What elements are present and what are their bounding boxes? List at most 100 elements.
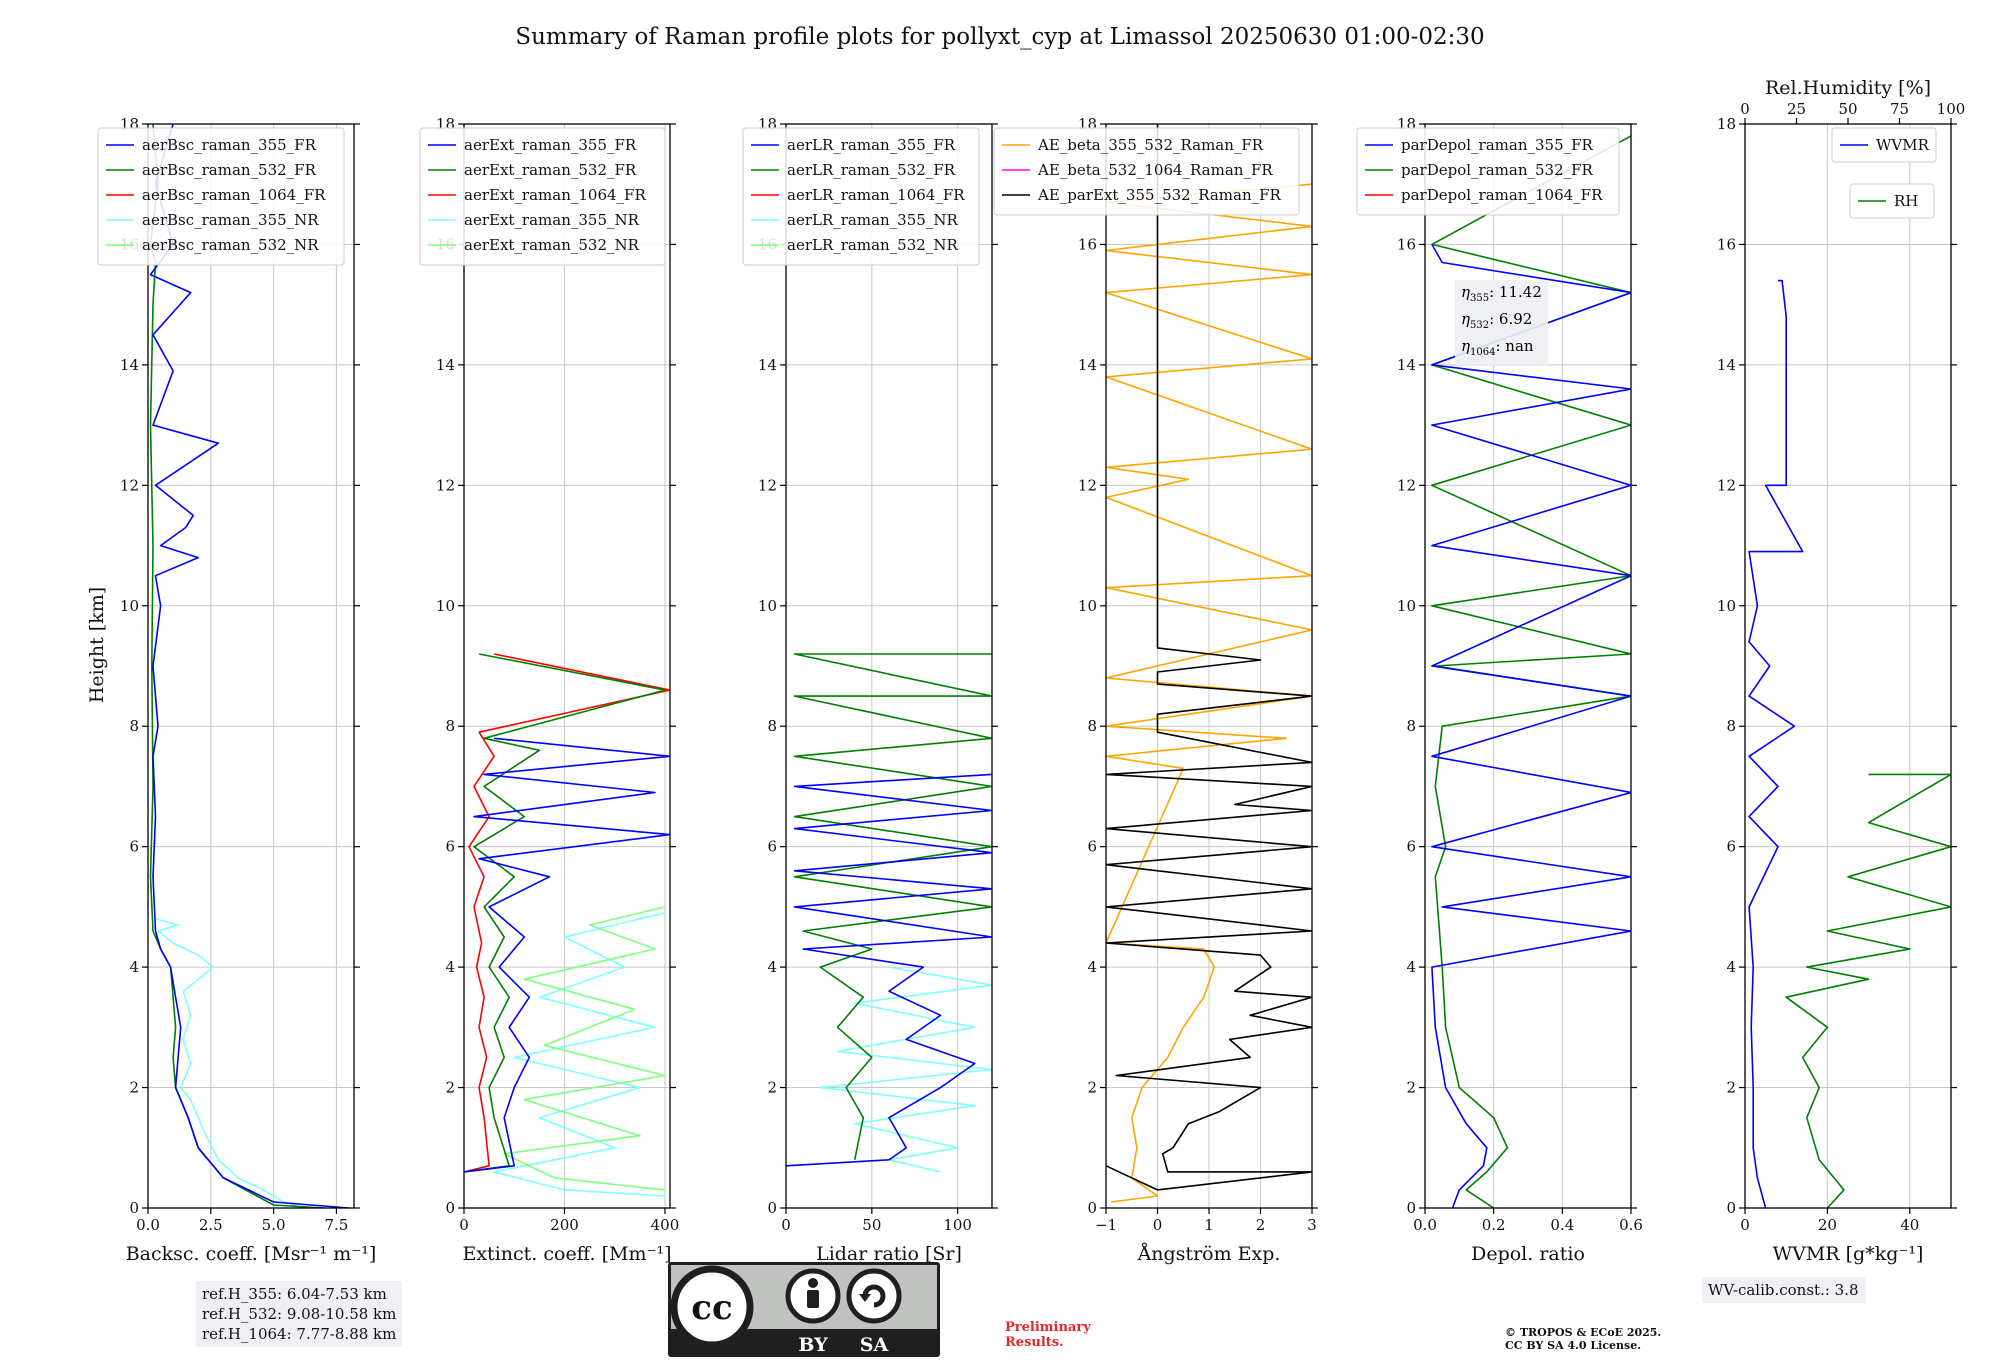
series-aerLR_raman_355_FR [786, 773, 992, 1167]
x-axis-label: Ångström Exp. [1137, 1243, 1281, 1265]
y-tick-label: 2 [767, 1079, 777, 1097]
y-tick-label: 4 [1087, 958, 1097, 976]
top-tick-label: 50 [1838, 100, 1857, 118]
x-tick-label: 200 [550, 1216, 579, 1234]
copyright-note: © TROPOS & ECoE 2025. CC BY SA 4.0 Licen… [1505, 1326, 1662, 1352]
cc-by-sa-badge[interactable]: cc BY SA [668, 1262, 940, 1357]
series-aerExt_raman_532_NR [503, 906, 666, 1191]
legend-label: aerExt_raman_532_FR [464, 161, 637, 179]
x-tick-label: 7.5 [324, 1216, 348, 1234]
top-tick-label: 75 [1890, 100, 1909, 118]
legend-label: aerExt_raman_532_NR [464, 236, 640, 254]
sa-label: SA [860, 1334, 889, 1356]
legend-label: aerExt_raman_355_FR [464, 136, 637, 154]
legend-label: AE_parExt_355_532_Raman_FR [1037, 186, 1282, 204]
x-tick-label: 20 [1818, 1216, 1837, 1234]
y-tick-label: 4 [767, 958, 777, 976]
top-axis-label: Rel.Humidity [%] [1765, 77, 1931, 99]
legend-label: AE_beta_355_532_Raman_FR [1037, 136, 1264, 154]
y-tick-label: 6 [1406, 838, 1416, 856]
series-parDepol_raman_532_FR [1431, 135, 1631, 1208]
y-tick-label: 14 [1078, 356, 1097, 374]
y-tick-label: 8 [1087, 717, 1097, 735]
ref-h-1064: ref.H_1064: 7.77-8.88 km [202, 1325, 397, 1343]
y-tick-label: 10 [1717, 597, 1736, 615]
x-axis-label: Extinct. coeff. [Mm⁻¹] [462, 1243, 671, 1265]
series-aerExt_raman_355_FR [464, 737, 670, 1173]
series-aerExt_raman_355_NR [493, 912, 666, 1197]
y-tick-label: 10 [1397, 597, 1416, 615]
reference-height-box: ref.H_355: 6.04-7.53 km ref.H_532: 9.08-… [196, 1281, 403, 1347]
legend-label: aerBsc_raman_355_FR [142, 136, 317, 154]
by-label: BY [798, 1334, 828, 1356]
y-tick-label: 14 [758, 356, 777, 374]
x-tick-label: 2.5 [199, 1216, 223, 1234]
series-aerBsc_raman_355_NR [155, 918, 305, 1208]
axes-frame [147, 123, 355, 1209]
y-tick-label: 10 [436, 597, 455, 615]
y-tick-label: 12 [1397, 476, 1416, 494]
x-tick-label: 40 [1900, 1216, 1919, 1234]
y-tick-label: 12 [436, 476, 455, 494]
y-tick-label: 8 [1406, 717, 1416, 735]
legend-label: aerExt_raman_1064_FR [464, 186, 646, 204]
legend: WVMR RH [1831, 127, 1937, 219]
x-axis-label: Depol. ratio [1471, 1243, 1585, 1265]
y-tick-label: 6 [1087, 838, 1097, 856]
series-AE_beta_355_532_Raman_FR [1106, 183, 1312, 1203]
series-RH [1785, 773, 1951, 1208]
x-tick-label: 2 [1256, 1216, 1266, 1234]
y-tick-label: 0 [1087, 1199, 1097, 1217]
legend: AE_beta_355_532_Raman_FR AE_beta_532_1064… [993, 127, 1300, 216]
y-tick-label: 2 [1726, 1079, 1736, 1097]
wv-calib-text: WV-calib.const.: 3.8 [1708, 1281, 1859, 1299]
wv-calib-box: WV-calib.const.: 3.8 [1702, 1277, 1865, 1303]
legend: aerLR_raman_355_FR aerLR_raman_532_FR aerL… [742, 127, 980, 266]
x-tick-label: 3 [1307, 1216, 1317, 1234]
y-tick-label: 2 [1087, 1079, 1097, 1097]
y-tick-label: 8 [129, 717, 139, 735]
y-tick-label: 0 [767, 1199, 777, 1217]
legend: aerBsc_raman_355_FR aerBsc_raman_532_FRae… [97, 127, 345, 266]
series-group [1431, 135, 1631, 1208]
x-tick-label: 100 [943, 1216, 972, 1234]
y-tick-label: 16 [1078, 235, 1097, 253]
legend-label: parDepol_raman_355_FR [1401, 136, 1594, 154]
y-tick-label: 10 [1078, 597, 1097, 615]
x-tick-label: −1 [1095, 1216, 1117, 1234]
top-tick-label: 100 [1937, 100, 1966, 118]
y-tick-label: 14 [1397, 356, 1416, 374]
legend-label: aerExt_raman_355_NR [464, 211, 640, 229]
y-tick-label: 0 [1726, 1199, 1736, 1217]
y-tick-label: 6 [1726, 838, 1736, 856]
x-tick-label: 1 [1204, 1216, 1214, 1234]
eta-355: η355: 11.42 [1461, 283, 1542, 304]
y-tick-label: 4 [445, 958, 455, 976]
axes-frame [1424, 123, 1632, 1209]
series-group [786, 653, 992, 1173]
y-tick-label: 14 [436, 356, 455, 374]
y-tick-label: 4 [1406, 958, 1416, 976]
preliminary-note: Preliminary Results. [1005, 1320, 1091, 1350]
y-tick-label: 12 [120, 476, 139, 494]
y-tick-label: 12 [1717, 476, 1736, 494]
y-tick-label: 8 [1726, 717, 1736, 735]
series-aerExt_raman_1064_FR [464, 653, 670, 1173]
legend-label: aerBsc_raman_355_NR [142, 211, 319, 229]
share-alike-icon [846, 1268, 902, 1324]
eta-532: η532: 6.92 [1461, 310, 1533, 331]
legend: aerExt_raman_355_FR aerExt_raman_532_FRae… [419, 127, 666, 266]
eta-box: η355: 11.42 η532: 6.92 η1064: nan [1455, 280, 1548, 365]
ref-h-532: ref.H_532: 9.08-10.58 km [202, 1305, 397, 1323]
y-tick-label: 12 [1078, 476, 1097, 494]
legend-label: aerLR_raman_1064_FR [787, 186, 965, 204]
legend-label: aerBsc_raman_1064_FR [142, 186, 326, 204]
legend-label: parDepol_raman_532_FR [1401, 161, 1594, 179]
panel-ext: 0246810121416180200400Extinct. coeff. [M… [419, 115, 679, 1265]
legend-label: aerLR_raman_355_NR [787, 211, 958, 229]
series-aerLR_raman_532_FR [793, 653, 992, 1160]
series-WVMR [1748, 279, 1804, 1208]
x-tick-label: 0 [459, 1216, 469, 1234]
legend-label: RH [1894, 192, 1918, 210]
